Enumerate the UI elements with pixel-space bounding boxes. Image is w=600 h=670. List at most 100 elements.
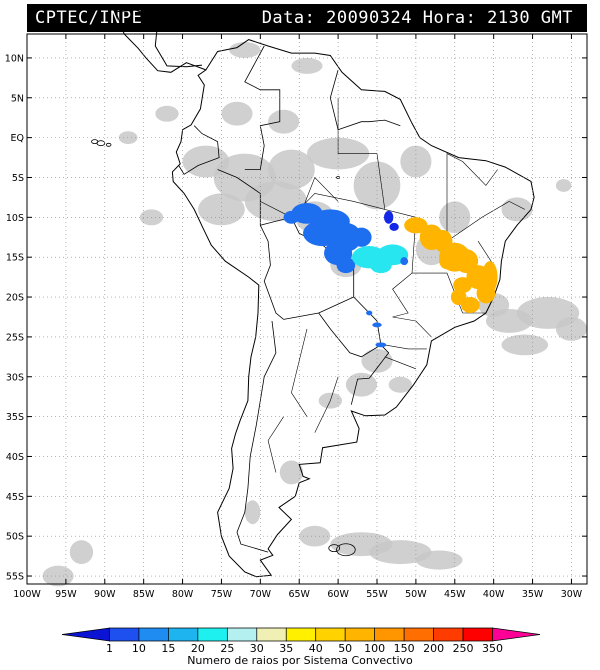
central-america-outline: [114, 9, 207, 73]
legend-color-box: [433, 627, 464, 642]
state-border: [392, 217, 417, 318]
convective-system-amber: [450, 289, 467, 306]
color-legend: 1 10 15 20 25 30 35 40 50 100 150 200 250 350: [61, 627, 541, 655]
legend-title: Numero de raios por Sistema Convectivo: [187, 654, 413, 667]
lon-tick-label: 40W: [483, 589, 505, 600]
lat-tick-label: 50S: [6, 532, 24, 543]
cloud-patch: [268, 109, 300, 134]
state-border: [384, 344, 427, 350]
convective-system-dark-blue: [389, 222, 399, 231]
lat-tick-label: 25S: [6, 332, 24, 343]
lat-tick-label: 10S: [6, 213, 24, 224]
datetime-label: Data: 20090324 Hora: 2130 GMT: [261, 8, 573, 28]
legend-label: 100: [364, 642, 385, 655]
legend-color-box: [197, 627, 228, 642]
cloud-patch: [501, 197, 533, 222]
cloud-patch: [118, 131, 138, 144]
lat-tick-label: 40S: [6, 452, 24, 463]
country-border: [350, 344, 390, 405]
lat-tick-label: 35S: [6, 412, 24, 423]
legend-label: 350: [482, 642, 503, 655]
legend-label: 30: [250, 642, 264, 655]
cloud-patch: [268, 149, 315, 190]
lon-tick-label: 50W: [405, 589, 427, 600]
lat-tick-label: 5N: [11, 93, 24, 104]
convective-system-blue: [400, 257, 409, 266]
lon-tick-label: 80W: [172, 589, 194, 600]
state-border: [384, 356, 417, 370]
convective-system-amber: [439, 253, 455, 270]
legend-label: 1: [106, 642, 113, 655]
lon-tick-label: 65W: [288, 589, 310, 600]
legend-label: 25: [220, 642, 234, 655]
legend-color-box: [344, 627, 376, 642]
cloud-patch: [345, 372, 378, 397]
cloud-patch: [353, 161, 401, 210]
south-america-outline: [171, 39, 535, 578]
cloud-patch: [400, 145, 432, 178]
cloud-patch: [69, 540, 94, 565]
country-border: [329, 69, 401, 131]
legend-label: 50: [338, 642, 352, 655]
legend-color-box: [403, 627, 434, 642]
legend-label: 20: [191, 642, 205, 655]
legend-label: 150: [394, 642, 415, 655]
lat-tick-label: 55S: [6, 572, 24, 583]
cloud-patch: [221, 101, 253, 126]
island-outline: [328, 544, 341, 553]
convective-system-blue: [366, 310, 373, 316]
lat-tick-label: 45S: [6, 492, 24, 503]
country-border: [178, 125, 220, 175]
legend-label: 250: [453, 642, 474, 655]
cloud-patch: [229, 41, 261, 58]
state-border: [446, 153, 463, 242]
state-border: [446, 201, 510, 242]
cloud-patch: [291, 57, 323, 74]
lat-tick-label: 10N: [5, 53, 24, 64]
cloud-patch: [361, 348, 393, 373]
island-outline: [336, 543, 356, 557]
cloud-patch: [555, 179, 572, 192]
state-border: [392, 316, 432, 338]
state-border: [509, 201, 525, 210]
convective-system-amber: [476, 282, 496, 304]
legend-label: 200: [423, 642, 444, 655]
cloud-patch: [299, 525, 331, 547]
legend-color-box: [492, 627, 541, 642]
convective-system-cyan: [369, 257, 392, 274]
convective-system-blue: [303, 220, 343, 247]
axis-ticks: 10N 5N EQ 5S 10S 15S 20S 25S 30S 35S 40S 45S 50S 55S 1…: [5, 34, 587, 600]
map-frame: [26, 33, 588, 585]
legend-label: 10: [132, 642, 146, 655]
lat-tick-label: EQ: [11, 133, 24, 144]
legend-label: 40: [309, 642, 323, 655]
island-outline: [105, 142, 112, 147]
lon-tick-label: 70W: [250, 589, 272, 600]
state-border: [477, 241, 494, 266]
legend-label: 35: [279, 642, 293, 655]
lon-tick-label: 75W: [211, 589, 233, 600]
lon-tick-label: 85W: [133, 589, 155, 600]
lon-tick-label: 55W: [366, 589, 388, 600]
land-outlines: [91, 9, 535, 578]
convective-system-amber: [404, 217, 428, 234]
convective-system-dark-blue: [383, 210, 394, 224]
lon-tick-label: 95W: [55, 589, 77, 600]
country-border: [217, 169, 284, 320]
lon-tick-label: 35W: [522, 589, 544, 600]
legend-color-box: [226, 627, 258, 642]
convective-system-amber: [460, 297, 480, 314]
cloud-patch: [415, 550, 463, 570]
state-border: [462, 161, 498, 186]
country-border: [236, 320, 277, 553]
convective-system-blue: [375, 342, 387, 348]
convective-system-blue: [283, 210, 300, 224]
cloud-patch: [501, 334, 549, 356]
cloud-patch: [555, 316, 587, 341]
graticule: [27, 34, 587, 584]
country-border: [244, 45, 281, 170]
cloud-layer: [42, 41, 587, 587]
island-outline: [91, 139, 99, 145]
legend-color-box: [256, 627, 287, 642]
